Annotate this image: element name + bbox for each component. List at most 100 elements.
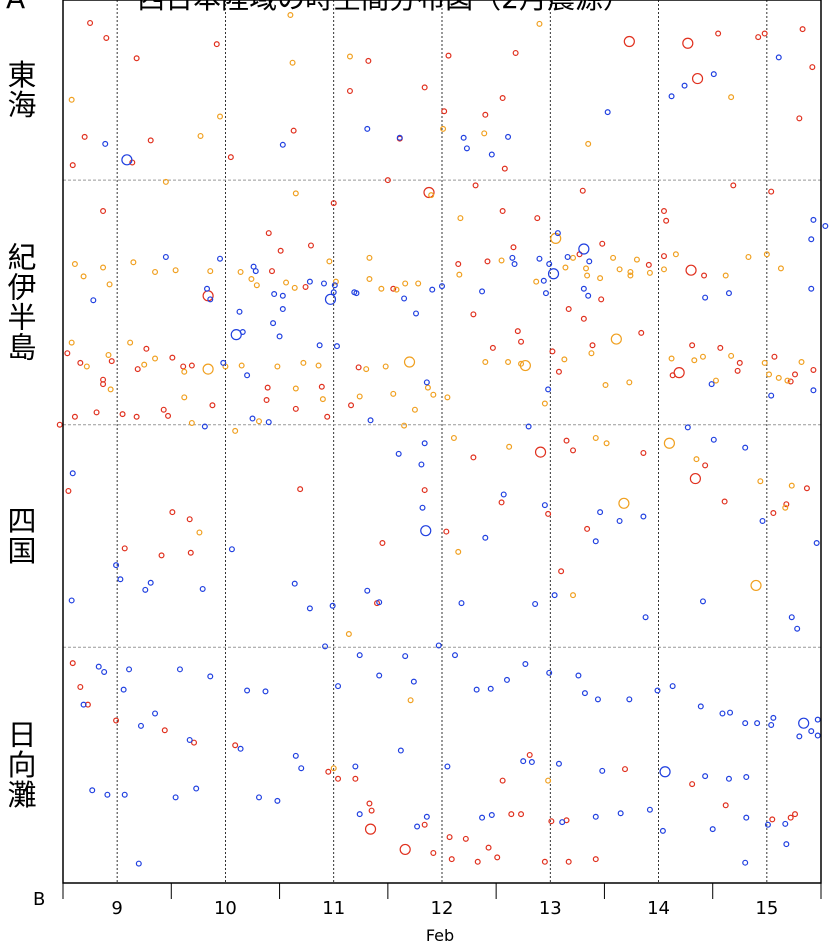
- event-point-red: [213, 41, 220, 48]
- event-point-blue: [775, 54, 782, 61]
- event-point-red: [421, 84, 428, 91]
- event-point-red: [445, 52, 452, 59]
- event-point-red: [663, 217, 670, 224]
- event-point-blue: [249, 415, 256, 422]
- event-point-red: [787, 814, 794, 821]
- event-point-red: [589, 342, 596, 349]
- event-point-orange: [498, 257, 505, 264]
- event-point-red: [187, 549, 194, 556]
- event-point-blue: [578, 243, 590, 255]
- event-point-orange: [345, 630, 352, 637]
- event-point-orange: [415, 280, 422, 287]
- event-point-red: [640, 449, 647, 456]
- event-point-orange: [646, 269, 653, 276]
- event-point-red: [570, 447, 577, 454]
- event-point-blue: [356, 811, 363, 818]
- event-point-orange: [699, 353, 706, 360]
- event-point-orange: [456, 271, 463, 278]
- event-point-blue: [330, 289, 337, 296]
- event-point-blue: [554, 230, 561, 237]
- event-point-red: [158, 552, 165, 559]
- event-point-orange: [584, 272, 591, 279]
- event-point-blue: [520, 758, 527, 765]
- event-point-red: [472, 182, 479, 189]
- event-point-orange: [424, 384, 431, 391]
- event-point-red: [87, 19, 94, 26]
- event-point-orange: [750, 579, 762, 592]
- x-tick-label: 12: [431, 898, 454, 919]
- event-point-orange: [202, 363, 214, 375]
- chart-title: A 西日本陸域の時空間分布図（2月震源）: [6, 0, 631, 15]
- event-point-orange: [356, 393, 363, 400]
- event-point-orange: [411, 406, 418, 413]
- event-point-orange: [761, 359, 768, 366]
- event-point-orange: [68, 96, 75, 103]
- event-point-blue: [255, 794, 262, 801]
- event-point-blue: [814, 732, 821, 739]
- event-point-orange: [253, 282, 260, 289]
- event-point-blue: [808, 236, 815, 243]
- event-point-red: [755, 34, 762, 41]
- event-point-blue: [322, 643, 329, 650]
- event-point-orange: [332, 278, 339, 285]
- event-point-blue: [276, 333, 283, 340]
- event-point-blue: [684, 424, 691, 431]
- event-point-blue: [460, 134, 467, 141]
- event-point-red: [147, 137, 154, 144]
- event-point-red: [599, 240, 606, 247]
- event-point-orange: [363, 366, 370, 373]
- event-point-blue: [759, 517, 766, 524]
- event-point-blue: [528, 759, 535, 766]
- event-point-red: [792, 371, 799, 378]
- event-point-red: [56, 421, 63, 428]
- event-point-red: [232, 742, 239, 749]
- event-point-blue: [616, 517, 623, 524]
- event-point-orange: [444, 394, 451, 401]
- event-point-red: [518, 338, 525, 345]
- event-point-red: [302, 283, 309, 290]
- event-point-blue: [237, 745, 244, 752]
- event-point-orange: [152, 268, 159, 275]
- event-point-red: [715, 30, 722, 37]
- event-point-red: [721, 498, 728, 505]
- event-point-orange: [798, 359, 805, 366]
- event-point-orange: [71, 261, 78, 268]
- event-point-blue: [511, 261, 518, 268]
- event-point-blue: [270, 320, 277, 327]
- event-point-red: [512, 49, 519, 56]
- event-point-red: [803, 485, 810, 492]
- event-point-blue: [710, 71, 717, 78]
- event-point-orange: [610, 333, 622, 345]
- event-point-red: [771, 353, 778, 360]
- event-point-red: [355, 364, 362, 371]
- event-point-red: [689, 781, 696, 788]
- event-point-red: [489, 344, 496, 351]
- event-point-blue: [236, 308, 243, 315]
- event-point-blue: [813, 540, 820, 547]
- event-point-orange: [80, 273, 87, 280]
- x-ticks: 9 10 11 12 13 14 15: [62, 883, 822, 919]
- event-point-red: [638, 329, 645, 336]
- event-point-blue: [699, 598, 706, 605]
- event-point-blue: [559, 819, 566, 826]
- event-point-red: [421, 821, 428, 828]
- event-point-red: [730, 182, 737, 189]
- event-point-red: [499, 95, 506, 102]
- event-point-blue: [463, 145, 470, 152]
- event-point-red: [470, 311, 477, 318]
- event-point-orange: [766, 371, 773, 378]
- event-point-orange: [196, 529, 203, 536]
- event-point-blue: [743, 814, 750, 821]
- event-point-orange: [533, 278, 540, 285]
- event-point-blue: [794, 625, 801, 632]
- event-point-red: [548, 818, 555, 825]
- event-point-blue: [402, 653, 409, 660]
- event-point-blue: [335, 683, 342, 690]
- event-point-blue: [135, 860, 142, 867]
- event-point-blue: [604, 109, 611, 116]
- event-point-red: [448, 856, 455, 863]
- event-point-red: [485, 844, 492, 851]
- event-point-orange: [291, 284, 298, 291]
- plot-frame: [62, 0, 822, 884]
- event-point-orange: [455, 548, 462, 555]
